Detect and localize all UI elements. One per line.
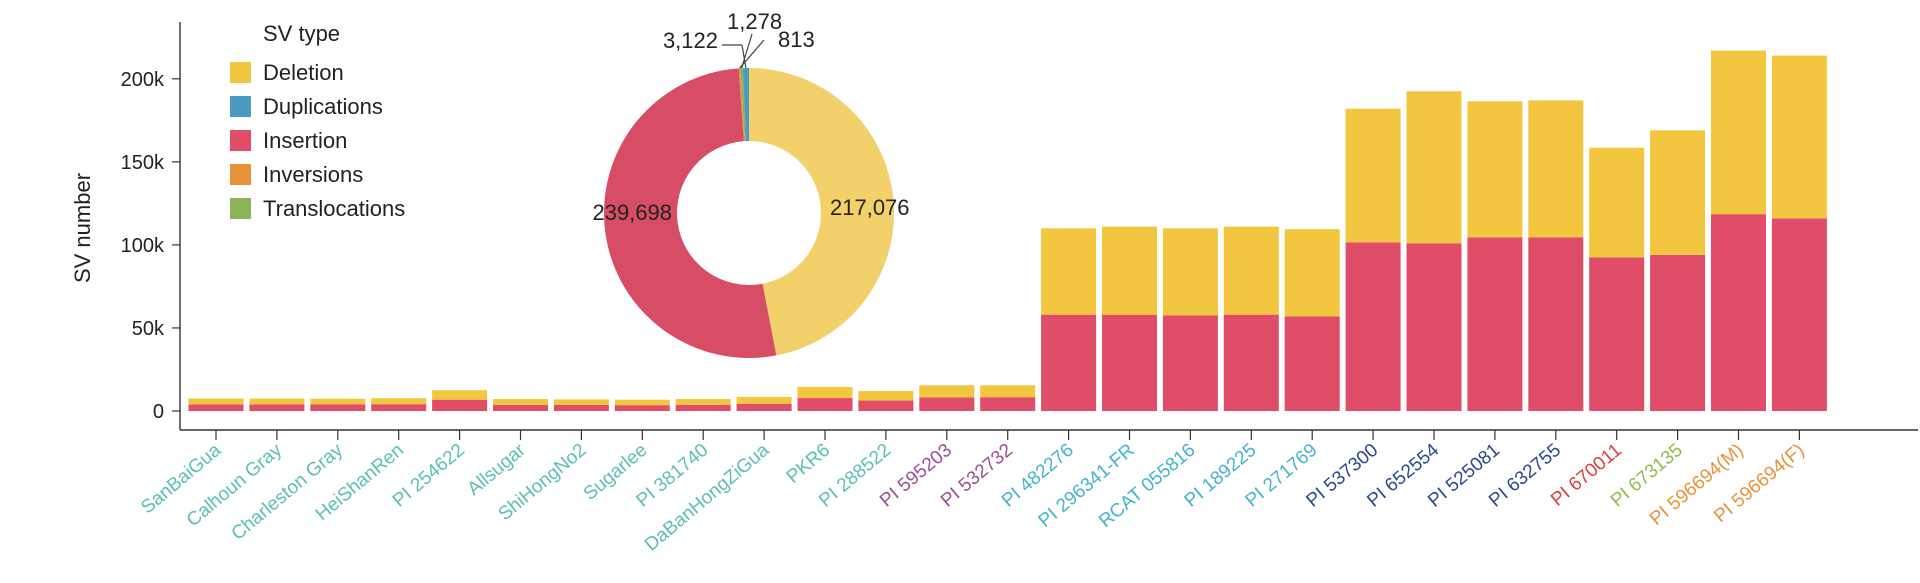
bar-deletion-4 [432, 390, 488, 400]
bar-deletion-10 [797, 386, 853, 399]
legend-label-duplications: Duplications [263, 94, 383, 119]
bar-deletion-21 [1467, 101, 1523, 238]
bar-insertion-1 [249, 404, 305, 411]
x-tick-label: PKR6 [783, 440, 835, 488]
bar-deletion-2 [310, 398, 366, 405]
bar-deletion-25 [1711, 50, 1766, 215]
bar-deletion-11 [858, 391, 914, 401]
bar-deletion-20 [1406, 91, 1462, 244]
donut-label-deletion: 217,076 [830, 195, 910, 220]
bar-insertion-21 [1467, 237, 1523, 411]
bar-insertion-23 [1589, 257, 1645, 411]
bar-insertion-16 [1162, 315, 1218, 411]
bar-insertion-12 [919, 397, 975, 411]
bar-deletion-24 [1650, 130, 1706, 255]
legend-label-translocations: Translocations [263, 196, 405, 221]
bar-deletion-14 [1041, 228, 1097, 315]
bar-deletion-13 [980, 385, 1036, 398]
bar-insertion-8 [675, 404, 731, 411]
bar-insertion-22 [1528, 237, 1584, 411]
donut-label-translocations: 1,278 [727, 9, 782, 34]
axes: 0 50k 100k 150k 200k SV number [70, 22, 1918, 431]
donut-label-inversions: 813 [778, 27, 815, 52]
bar-deletion-23 [1589, 147, 1645, 258]
leader-line-translocations [741, 33, 753, 69]
bars [188, 50, 1827, 411]
y-tick-label: 150k [121, 152, 165, 174]
donut-slice-duplications [742, 68, 749, 142]
bar-deletion-1 [249, 398, 305, 405]
bar-deletion-17 [1223, 226, 1279, 315]
legend-swatch-insertion [230, 130, 251, 151]
legend: SV type Deletion Duplications Insertion Inve… [230, 21, 405, 221]
x-tick-label: Charleston Gray [228, 439, 348, 544]
bar-insertion-2 [310, 404, 366, 411]
bar-insertion-25 [1711, 214, 1766, 411]
bar-insertion-9 [736, 403, 792, 411]
bar-insertion-4 [432, 399, 488, 411]
bar-deletion-7 [614, 399, 670, 406]
donut-slice-deletion [749, 68, 894, 356]
legend-label-inversions: Inversions [263, 162, 363, 187]
legend-swatch-inversions [230, 164, 251, 185]
legend-swatch-deletion [230, 62, 251, 83]
bar-insertion-13 [980, 397, 1036, 411]
legend-swatch-duplications [230, 96, 251, 117]
bar-deletion-26 [1771, 55, 1827, 219]
donut-label-duplications: 3,122 [663, 28, 718, 53]
bar-deletion-0 [188, 398, 244, 405]
bar-deletion-3 [371, 398, 427, 405]
y-tick-label: 100k [121, 235, 165, 257]
bar-insertion-14 [1041, 314, 1097, 411]
bar-insertion-11 [858, 400, 914, 411]
donut-slice-inversions [738, 68, 745, 142]
bar-insertion-26 [1771, 218, 1827, 411]
bar-insertion-10 [797, 398, 853, 411]
y-tick-label: 0 [153, 401, 164, 423]
bar-insertion-7 [614, 405, 670, 411]
y-axis-title: SV number [70, 173, 95, 283]
bar-insertion-24 [1650, 254, 1706, 411]
bar-insertion-20 [1406, 243, 1462, 411]
bar-deletion-19 [1345, 108, 1401, 243]
bar-deletion-12 [919, 385, 975, 398]
leader-line-duplications [741, 44, 747, 69]
y-tick-label: 200k [121, 69, 165, 91]
bar-insertion-3 [371, 404, 427, 411]
donut-slice-translocations [740, 68, 746, 142]
bar-deletion-8 [675, 399, 731, 405]
bar-deletion-15 [1102, 226, 1157, 315]
bar-insertion-18 [1284, 316, 1340, 411]
legend-label-insertion: Insertion [263, 128, 347, 153]
legend-title: SV type [263, 21, 340, 46]
bar-insertion-5 [493, 404, 548, 411]
bar-deletion-16 [1162, 228, 1218, 316]
legend-label-deletion: Deletion [263, 60, 344, 85]
bar-deletion-18 [1284, 229, 1340, 317]
bar-deletion-6 [553, 399, 609, 406]
bar-deletion-22 [1528, 100, 1584, 238]
donut-label-insertion: 239,698 [592, 200, 672, 225]
bar-deletion-5 [493, 399, 548, 405]
bar-insertion-15 [1102, 314, 1157, 411]
bar-insertion-6 [553, 405, 609, 411]
donut-slice-insertion [603, 68, 777, 359]
bar-insertion-17 [1223, 314, 1279, 411]
bar-insertion-19 [1345, 242, 1401, 411]
legend-swatch-translocations [230, 198, 251, 219]
y-tick-label: 50k [132, 318, 165, 340]
bar-insertion-0 [188, 404, 244, 411]
bar-deletion-9 [736, 396, 792, 404]
